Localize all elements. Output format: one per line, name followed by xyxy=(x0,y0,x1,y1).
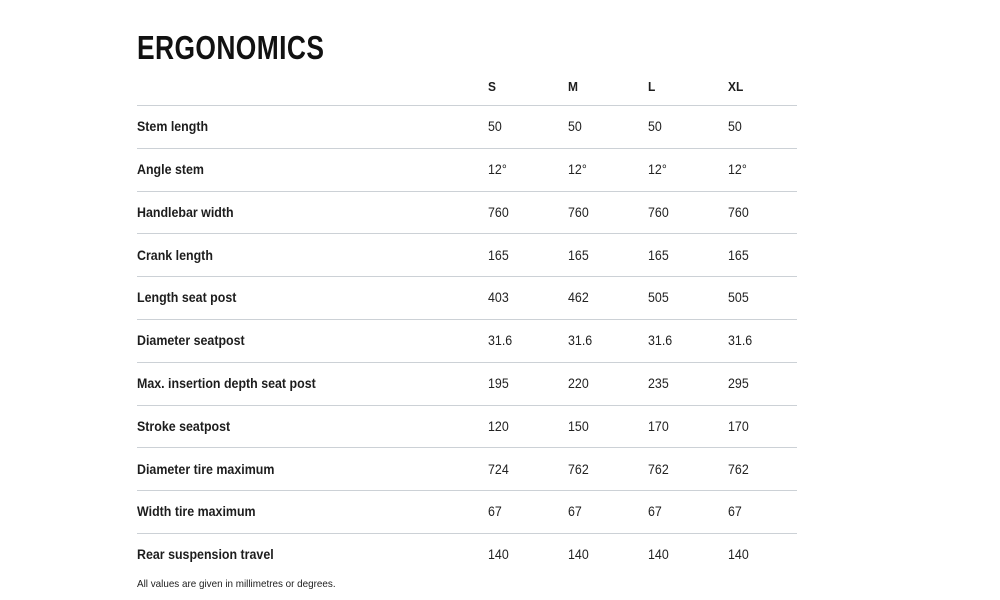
cell-value-s: 760 xyxy=(488,204,509,220)
table-row: Rear suspension travel 140 140 140 140 xyxy=(137,532,797,576)
size-column-header-l: L xyxy=(648,79,656,94)
cell-value-s: 724 xyxy=(488,461,509,477)
cell-value-xl: 31.6 xyxy=(728,333,753,349)
cell-value-m: 462 xyxy=(568,290,589,306)
cell-value-s: 31.6 xyxy=(488,333,513,349)
table-row: Width tire maximum 67 67 67 67 xyxy=(137,490,797,533)
cell-value-s: 120 xyxy=(488,418,509,434)
table-row: Angle stem 12° 12° 12° 12° xyxy=(137,147,797,191)
row-label: Handlebar width xyxy=(137,204,234,220)
cell-value-m: 760 xyxy=(568,204,589,220)
row-label: Max. insertion depth seat post xyxy=(137,375,316,391)
table-row: Crank length 165 165 165 165 xyxy=(137,233,797,276)
row-label: Width tire maximum xyxy=(137,504,256,520)
cell-value-s: 67 xyxy=(488,504,502,520)
table-row: Stem length 50 50 50 50 xyxy=(137,105,797,148)
table-body: Stem length 50 50 50 50 Angle stem 12° 1… xyxy=(137,105,797,576)
cell-value-s: 165 xyxy=(488,247,509,263)
cell-value-l: 235 xyxy=(648,375,669,391)
row-label: Angle stem xyxy=(137,161,204,177)
size-column-header-m: M xyxy=(568,79,578,94)
cell-value-m: 165 xyxy=(568,247,589,263)
table-row: Stroke seatpost 120 150 170 170 xyxy=(137,404,797,448)
cell-value-s: 12° xyxy=(488,161,507,177)
cell-value-s: 195 xyxy=(488,375,509,391)
table-row: Max. insertion depth seat post 195 220 2… xyxy=(137,361,797,405)
cell-value-xl: 140 xyxy=(728,547,749,563)
cell-value-l: 31.6 xyxy=(648,333,673,349)
cell-value-l: 170 xyxy=(648,418,669,434)
row-label: Diameter tire maximum xyxy=(137,461,275,477)
row-label: Crank length xyxy=(137,247,213,263)
cell-value-s: 403 xyxy=(488,290,509,306)
cell-value-s: 140 xyxy=(488,547,509,563)
units-footnote: All values are given in millimetres or d… xyxy=(137,578,336,590)
cell-value-l: 50 xyxy=(648,119,662,135)
cell-value-m: 150 xyxy=(568,418,589,434)
cell-value-m: 140 xyxy=(568,547,589,563)
size-column-header-xl: XL xyxy=(728,79,744,94)
page-title: ERGONOMICS xyxy=(137,29,325,67)
cell-value-m: 50 xyxy=(568,119,582,135)
cell-value-xl: 505 xyxy=(728,290,749,306)
cell-value-xl: 762 xyxy=(728,461,749,477)
table-row: Length seat post 403 462 505 505 xyxy=(137,276,797,319)
row-label: Rear suspension travel xyxy=(137,547,274,563)
cell-value-xl: 170 xyxy=(728,418,749,434)
cell-value-l: 67 xyxy=(648,504,662,520)
row-label: Stem length xyxy=(137,119,209,135)
cell-value-l: 12° xyxy=(648,161,667,177)
row-label: Stroke seatpost xyxy=(137,418,231,434)
cell-value-m: 12° xyxy=(568,161,587,177)
cell-value-l: 140 xyxy=(648,547,669,563)
cell-value-l: 762 xyxy=(648,461,669,477)
cell-value-xl: 67 xyxy=(728,504,742,520)
cell-value-m: 31.6 xyxy=(568,333,593,349)
cell-value-l: 505 xyxy=(648,290,669,306)
cell-value-l: 165 xyxy=(648,247,669,263)
cell-value-xl: 12° xyxy=(728,161,747,177)
table-header-row: S M L XL xyxy=(137,68,797,105)
size-column-header-s: S xyxy=(488,79,496,94)
cell-value-xl: 165 xyxy=(728,247,749,263)
cell-value-m: 67 xyxy=(568,504,582,520)
table-row: Diameter tire maximum 724 762 762 762 xyxy=(137,447,797,490)
cell-value-xl: 760 xyxy=(728,204,749,220)
table-row: Handlebar width 760 760 760 760 xyxy=(137,190,797,234)
cell-value-xl: 50 xyxy=(728,119,742,135)
row-label: Length seat post xyxy=(137,290,237,306)
cell-value-m: 220 xyxy=(568,375,589,391)
cell-value-s: 50 xyxy=(488,119,502,135)
table-row: Diameter seatpost 31.6 31.6 31.6 31.6 xyxy=(137,318,797,362)
ergonomics-spec-table: S M L XL Stem length 50 50 50 50 Angle s… xyxy=(137,68,797,576)
row-label: Diameter seatpost xyxy=(137,333,245,349)
cell-value-m: 762 xyxy=(568,461,589,477)
cell-value-xl: 295 xyxy=(728,375,749,391)
cell-value-l: 760 xyxy=(648,204,669,220)
